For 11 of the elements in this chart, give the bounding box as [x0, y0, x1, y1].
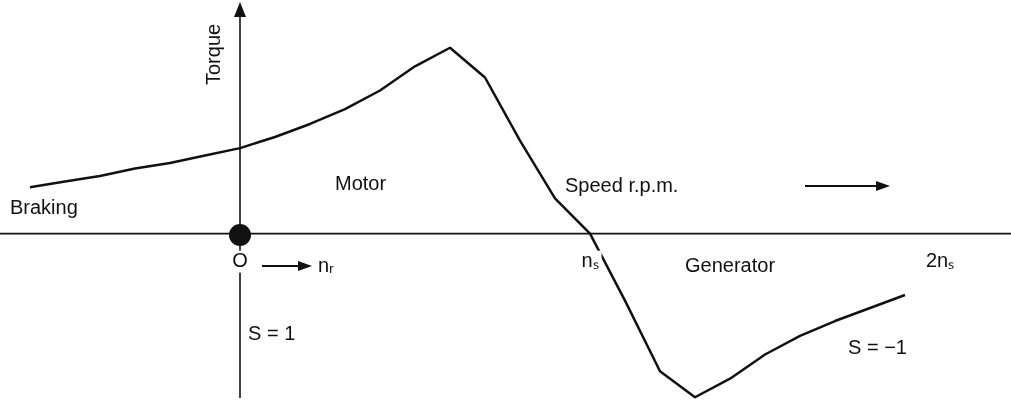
x-tick-label: nₛ: [581, 249, 599, 272]
annotation: Generator: [685, 254, 776, 277]
annotation: nᵣ: [318, 254, 334, 277]
x-tick-label: O: [232, 249, 248, 272]
x-axis-title: Speed r.p.m.: [565, 174, 679, 197]
annotation: Motor: [335, 172, 387, 195]
y-axis-title: Torque: [202, 23, 225, 85]
annotation: S = −1: [848, 336, 907, 359]
annotation: S = 1: [248, 322, 296, 345]
x-tick-label: 2nₛ: [925, 249, 955, 272]
annotation: Braking: [10, 196, 78, 219]
